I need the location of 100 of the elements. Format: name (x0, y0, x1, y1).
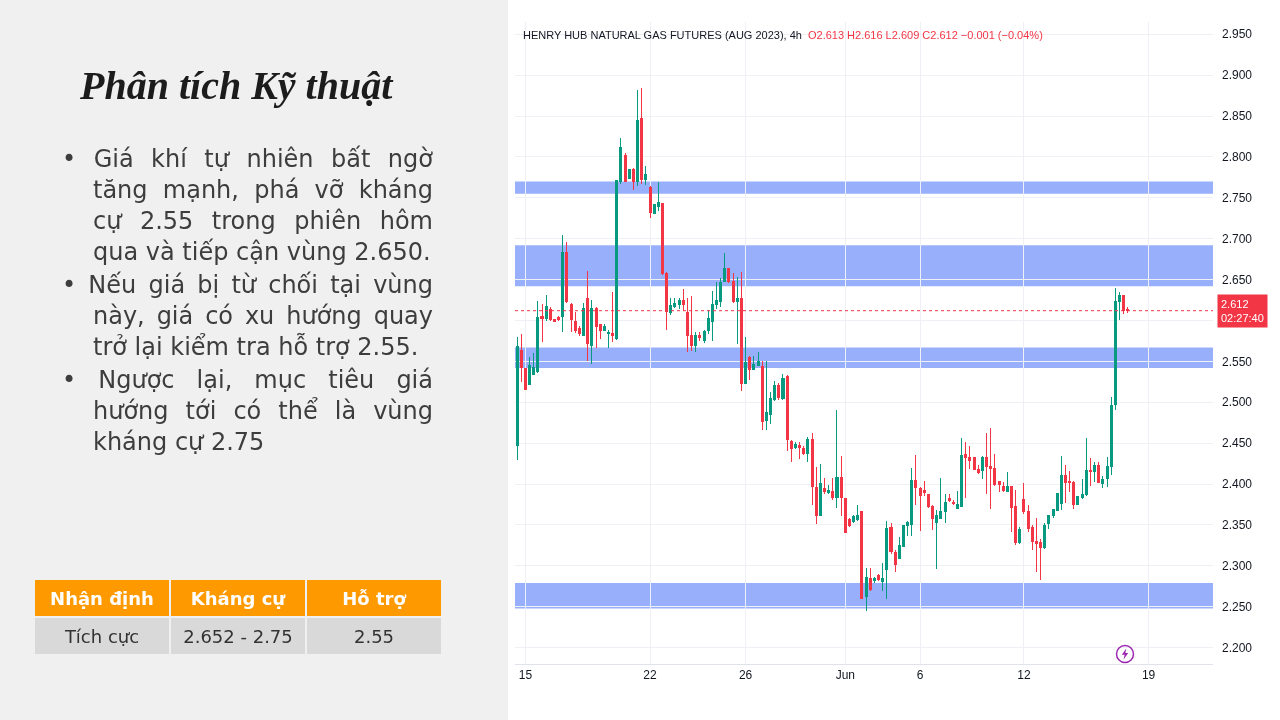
candlestick (590, 299, 594, 365)
y-tick-label: 2.750 (1222, 191, 1253, 206)
y-tick-label: 2.700 (1222, 231, 1253, 246)
candlestick (644, 165, 648, 186)
x-tick-label: 15 (518, 668, 533, 683)
text: 2.55 (307, 618, 441, 654)
annotation: O2.613 H2.616 L2.609 C2.612 −0.001 (−0.04%) (807, 29, 1043, 41)
candlestick (1113, 287, 1117, 411)
category-label: Kháng cự (171, 580, 305, 616)
candlestick (515, 336, 519, 461)
candlestick (798, 441, 802, 460)
candlestick (1043, 522, 1047, 550)
candlestick (582, 302, 586, 337)
x-tick-label: Jun (835, 668, 855, 683)
candlestick (781, 373, 785, 401)
candlestick (623, 152, 627, 183)
text: Phân tích Kỹ thuật (80, 62, 393, 109)
candlestick (565, 241, 569, 304)
candlestick (1014, 489, 1018, 546)
candlestick (731, 272, 735, 304)
candlestick (698, 331, 702, 342)
y-tick-label: 2.400 (1222, 477, 1253, 492)
y-tick-label: 2.850 (1222, 109, 1253, 124)
candlestick (910, 467, 914, 537)
candlestick (544, 294, 548, 322)
text: Tích cực (35, 618, 169, 654)
y-tick-label: 2.900 (1222, 68, 1253, 83)
candlestick (627, 168, 631, 180)
candlestick (877, 573, 881, 582)
y-tick-label: 2.450 (1222, 436, 1253, 451)
candlestick (831, 477, 835, 501)
candlestick (1093, 461, 1097, 483)
y-tick-label: 2.800 (1222, 150, 1253, 165)
candlestick (744, 336, 748, 385)
candlestick (764, 360, 768, 431)
candlestick (777, 382, 781, 401)
category-label: Hỗ trợ (307, 580, 441, 616)
candlestick (793, 441, 797, 450)
candlestick (1005, 471, 1009, 493)
y-tick-label: 2.950 (1222, 27, 1253, 42)
candlestick (989, 427, 993, 510)
category-label: Nhận định (35, 580, 169, 616)
text: • Giá khí tự nhiên bất ngờ tăng mạnh, phá vỡ kháng cự 2.55 trong phiên hôm qua và tiếp cận vùng 2.650. (62, 144, 433, 268)
candlestick (735, 276, 739, 345)
candlestick (814, 466, 818, 525)
y-tick-label: 2.300 (1222, 559, 1253, 574)
ref-line-label: 2.612 02:27:40 (1221, 298, 1264, 325)
candlestick (1063, 464, 1068, 504)
candlestick (802, 445, 806, 456)
candlestick (868, 567, 872, 592)
candlestick (1018, 526, 1022, 545)
y-tick-label: 2.200 (1222, 640, 1253, 655)
candlestick (872, 576, 876, 584)
candlestick (818, 463, 822, 517)
candlestick (806, 436, 810, 463)
candlestick (694, 331, 698, 353)
candlestick (640, 87, 644, 185)
candlestick (656, 181, 660, 212)
candlestick (557, 316, 561, 322)
candlestick (881, 562, 885, 592)
text: HENRY HUB NATURAL GAS FUTURES (AUG 2023), 4h (523, 29, 802, 41)
candlestick (810, 432, 814, 506)
candlestick (606, 329, 610, 349)
candlestick (748, 355, 752, 381)
candlestick (1001, 481, 1005, 493)
candlestick (951, 499, 955, 506)
y-tick-label: 2.350 (1222, 518, 1253, 533)
candlestick (636, 89, 640, 187)
candlestick (860, 510, 864, 600)
candlestick (835, 409, 839, 509)
candlestick (669, 297, 673, 316)
candlestick (1088, 457, 1092, 487)
candlestick (789, 439, 793, 463)
candlestick (561, 234, 565, 333)
candlestick (960, 437, 964, 508)
candlestick (631, 167, 635, 191)
candlestick (677, 297, 681, 310)
candlestick (885, 520, 889, 600)
text: • Ngược lại, mục tiêu giá hướng tới có thể là vùng kháng cự 2.75 (62, 365, 433, 458)
candlestick (528, 356, 532, 386)
candlestick (648, 185, 652, 219)
candlestick (1084, 437, 1088, 497)
x-tick-label: 19 (1141, 668, 1156, 683)
text: • Nếu giá bị từ chối tại vùng này, giá có xu hướng quay trở lại kiểm tra hỗ trợ 2.55. (62, 270, 433, 363)
candlestick (760, 360, 764, 431)
candlestick (823, 477, 827, 495)
candlestick (864, 567, 868, 612)
y-tick-label: 2.550 (1222, 354, 1253, 369)
x-tick-label: 22 (643, 668, 658, 683)
y-tick-label: 2.250 (1222, 599, 1253, 614)
x-tick-label: 26 (738, 668, 753, 683)
candlestick (756, 351, 760, 367)
candlestick (1059, 455, 1063, 511)
x-tick-label: 6 (916, 668, 924, 683)
candlestick (980, 455, 984, 480)
candlestick (827, 484, 831, 495)
candlestick (785, 374, 789, 452)
candlestick (602, 323, 606, 332)
candlestick (964, 441, 968, 499)
candlestick (1097, 461, 1101, 484)
